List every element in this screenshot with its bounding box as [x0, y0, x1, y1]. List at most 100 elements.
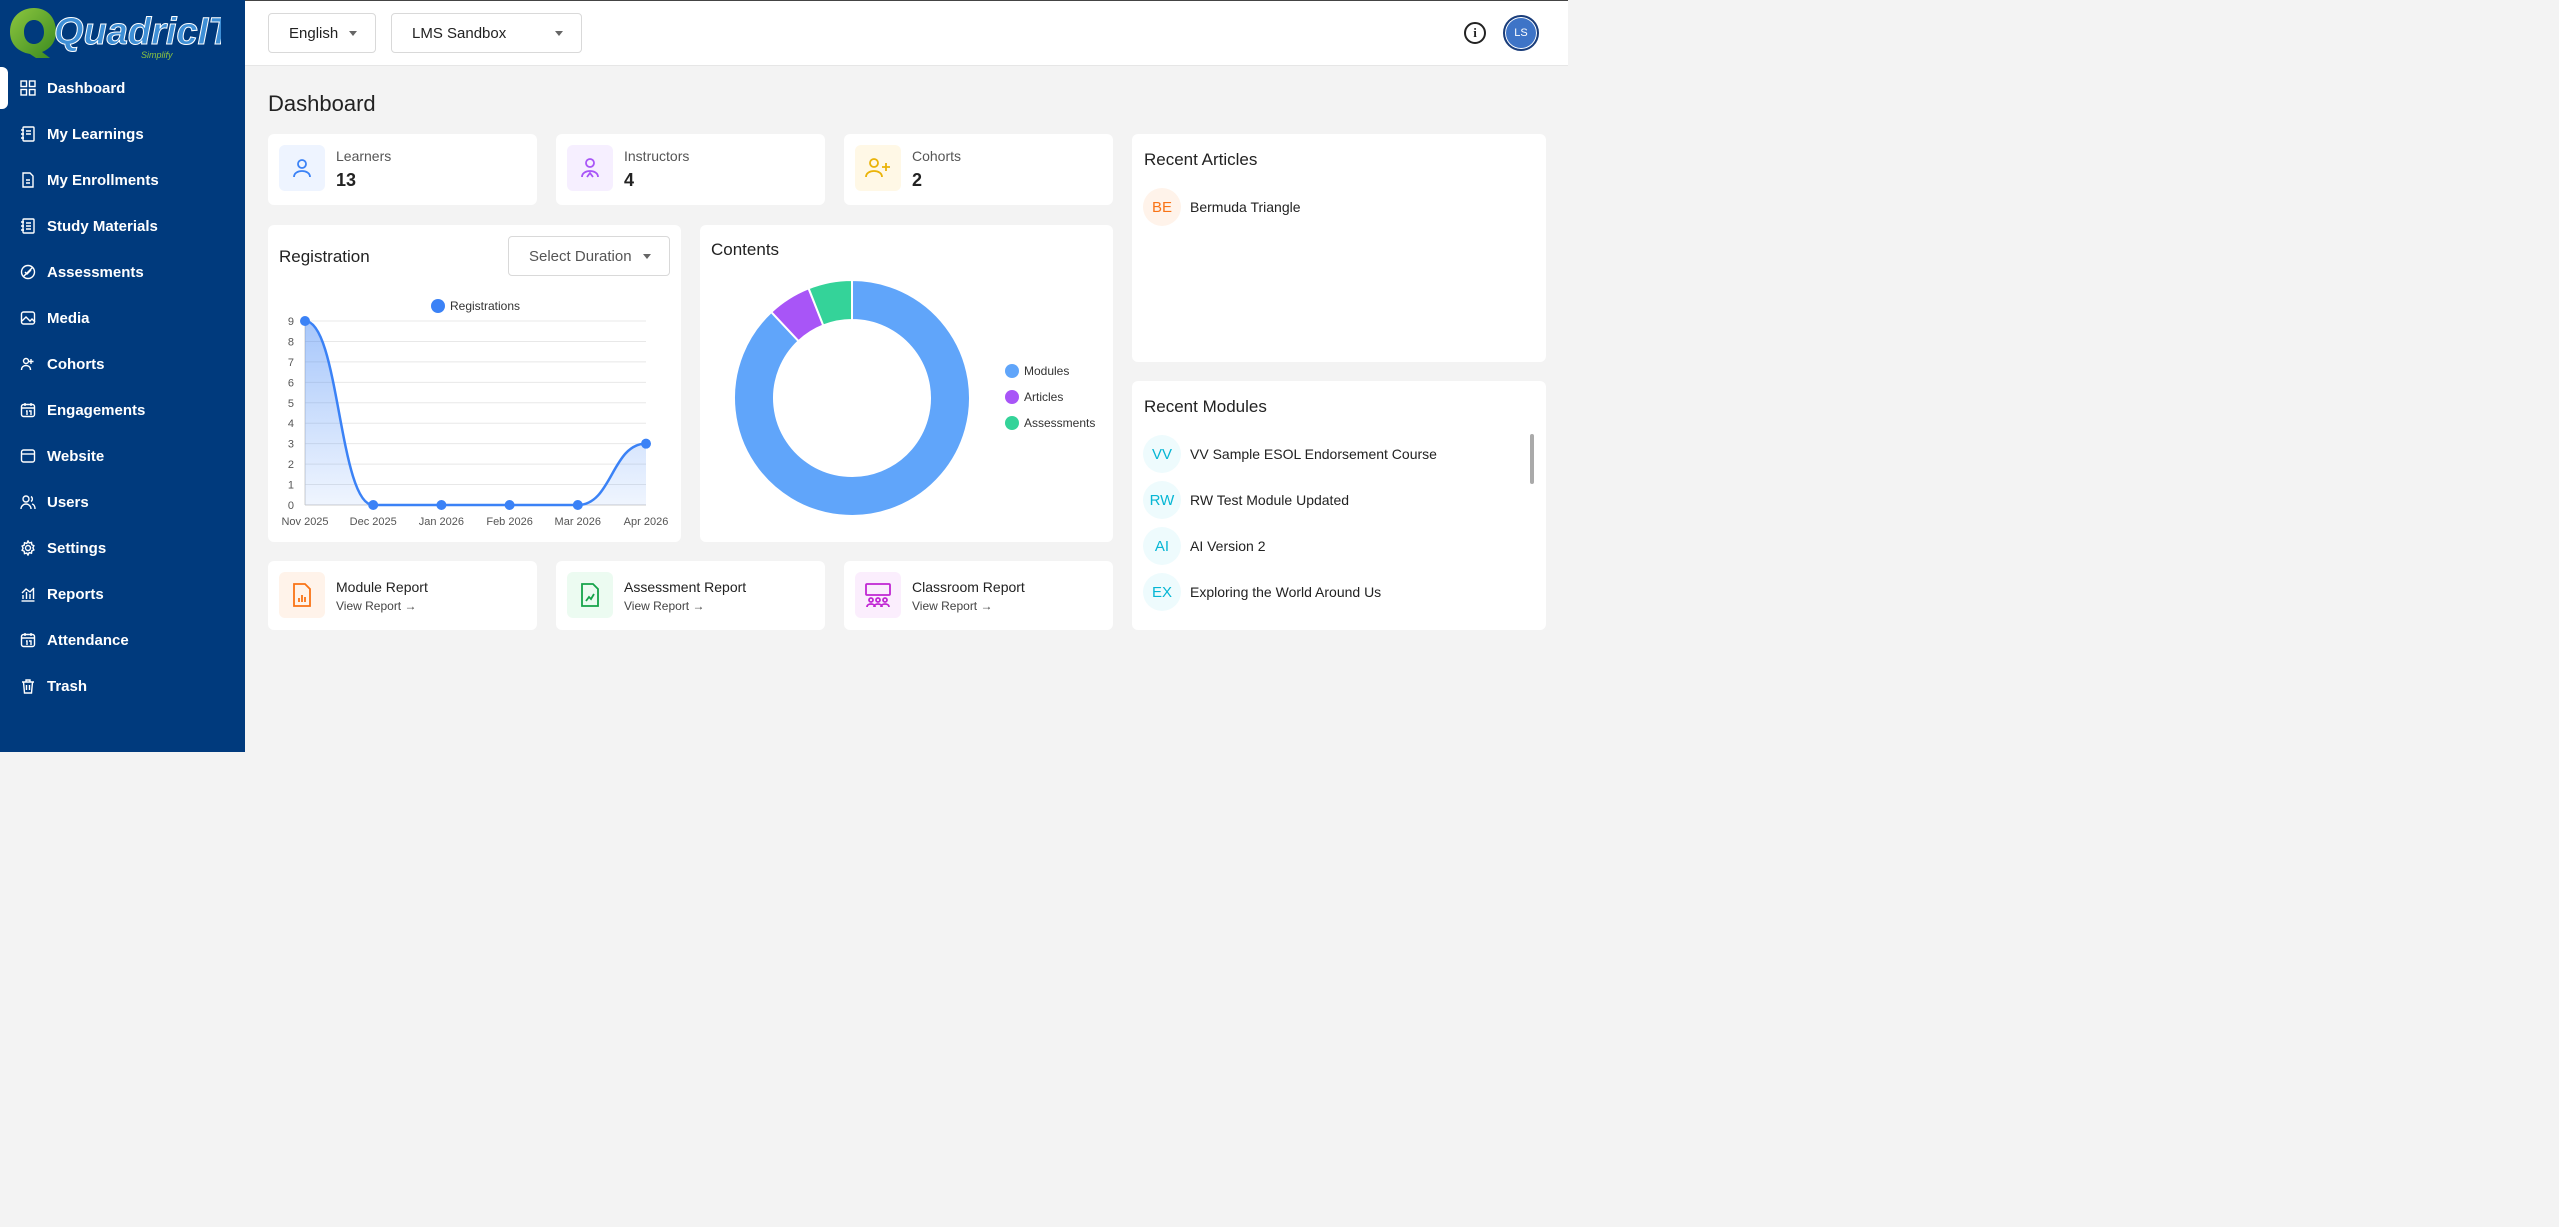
book-icon: [20, 218, 36, 234]
data-point[interactable]: [504, 500, 515, 510]
classroom-report-card[interactable]: Classroom Report View Report →: [844, 561, 1113, 630]
sidebar-item-users[interactable]: Users: [0, 479, 245, 525]
y-tick-label: 0: [288, 500, 294, 512]
duration-select[interactable]: Select Duration: [508, 236, 670, 276]
sidebar-item-attendance[interactable]: Attendance: [0, 617, 245, 663]
y-tick-label: 3: [288, 439, 294, 451]
registration-title: Registration: [279, 247, 370, 266]
sidebar-item-assessments[interactable]: Assessments: [0, 249, 245, 295]
sidebar-item-cohorts[interactable]: Cohorts: [0, 341, 245, 387]
sidebar-item-label: Settings: [47, 539, 107, 557]
people-icon: [20, 356, 36, 372]
legend-marker: [1005, 390, 1019, 404]
sidebar-item-label: Media: [47, 309, 90, 327]
view-report-link[interactable]: View Report →: [912, 599, 993, 613]
donut-slice-modules[interactable]: [733, 278, 971, 517]
sidebar-item-label: Assessments: [47, 263, 144, 281]
recent-modules-card: Recent Modules VV VV Sample ESOL Endorse…: [1132, 381, 1546, 630]
recent-articles-card: Recent Articles BE Bermuda Triangle: [1132, 134, 1546, 362]
trash-icon: [20, 678, 36, 694]
add-person-icon: [855, 145, 901, 191]
modules-scrollbar[interactable]: [1530, 434, 1534, 484]
data-point[interactable]: [436, 500, 447, 510]
stat-card-instructors: Instructors 4: [556, 134, 825, 205]
list-item[interactable]: EX Exploring the World Around Us: [1143, 572, 1381, 612]
workspace-select[interactable]: LMS Sandbox: [391, 13, 582, 53]
calendar-icon: [20, 402, 36, 418]
sidebar: QuadricIT Simplify Dashboard My Learnings…: [0, 0, 245, 752]
module-report-card[interactable]: Module Report View Report →: [268, 561, 537, 630]
sidebar-item-reports[interactable]: Reports: [0, 571, 245, 617]
sidebar-item-label: Dashboard: [47, 79, 126, 97]
donut-slice-assessments[interactable]: [807, 278, 853, 327]
report-title: Classroom Report: [912, 579, 1025, 595]
data-point[interactable]: [572, 500, 583, 510]
module-badge: RW: [1143, 481, 1181, 519]
data-point[interactable]: [300, 316, 310, 326]
sidebar-item-study-materials[interactable]: Study Materials: [0, 203, 245, 249]
legend-label: Registrations: [450, 299, 520, 313]
sidebar-item-label: Attendance: [47, 631, 129, 649]
logo-wordmark: QuadricIT: [54, 11, 221, 53]
sidebar-item-my-learnings[interactable]: My Learnings: [0, 111, 245, 157]
chart-icon: [20, 586, 36, 602]
sidebar-item-label: Reports: [47, 585, 104, 603]
stat-card-learners: Learners 13: [268, 134, 537, 205]
list-item[interactable]: VV VV Sample ESOL Endorsement Course: [1143, 434, 1437, 474]
module-title: AI Version 2: [1190, 538, 1266, 554]
data-point[interactable]: [368, 500, 379, 510]
x-tick-label: Mar 2026: [555, 516, 601, 528]
quadricit-logo[interactable]: QuadricIT Simplify: [6, 4, 221, 60]
sidebar-item-label: Cohorts: [47, 355, 105, 373]
view-report-link[interactable]: View Report →: [624, 599, 705, 613]
stat-card-cohorts: Cohorts 2: [844, 134, 1113, 205]
list-item[interactable]: RW RW Test Module Updated: [1143, 480, 1349, 520]
notebook-icon: [20, 126, 36, 142]
chevron-down-icon: [349, 31, 357, 36]
stat-value: 13: [336, 170, 357, 190]
stat-value: 2: [912, 170, 923, 190]
legend-label: Modules: [1024, 364, 1069, 378]
workspace-select-value: LMS Sandbox: [412, 24, 507, 42]
contents-card: Contents Modules Articles Assessments: [700, 225, 1113, 542]
stat-label: Cohorts: [912, 148, 962, 164]
topbar: English LMS Sandbox i LS: [245, 0, 1568, 66]
language-select[interactable]: English: [268, 13, 376, 53]
stat-value: 4: [624, 170, 635, 190]
assessment-report-card[interactable]: Assessment Report View Report →: [556, 561, 825, 630]
article-badge: BE: [1143, 188, 1181, 226]
sidebar-item-engagements[interactable]: Engagements: [0, 387, 245, 433]
registration-chart: 0 1 2 3 4 5 6 7 8 9 Nov 2025 Dec 2025 Jan 2026 Feb 20…: [281, 299, 668, 528]
info-icon[interactable]: i: [1464, 22, 1486, 44]
sidebar-item-website[interactable]: Website: [0, 433, 245, 479]
gear-icon: [20, 540, 36, 556]
y-tick-label: 6: [288, 377, 294, 389]
report-title: Assessment Report: [624, 579, 747, 595]
chevron-down-icon: [555, 31, 563, 36]
logo-tagline: Simplify: [141, 50, 173, 60]
sidebar-item-media[interactable]: Media: [0, 295, 245, 341]
view-report-link[interactable]: View Report →: [336, 599, 417, 613]
module-title: VV Sample ESOL Endorsement Course: [1190, 446, 1437, 462]
classroom-icon: [855, 572, 901, 618]
users-icon: [20, 494, 36, 510]
browser-icon: [20, 448, 36, 464]
sidebar-item-dashboard[interactable]: Dashboard: [0, 65, 245, 111]
series-area: [305, 321, 646, 505]
contents-chart: Modules Articles Assessments: [733, 278, 1095, 517]
sidebar-item-trash[interactable]: Trash: [0, 663, 245, 709]
series-line: [304, 319, 647, 507]
x-tick-label: Jan 2026: [419, 516, 464, 528]
sidebar-item-settings[interactable]: Settings: [0, 525, 245, 571]
data-point[interactable]: [641, 438, 651, 449]
recent-articles-title: Recent Articles: [1144, 150, 1258, 169]
legend-label: Articles: [1024, 390, 1063, 404]
y-tick-label: 9: [288, 316, 294, 328]
recent-modules-title: Recent Modules: [1144, 397, 1267, 416]
list-item[interactable]: BE Bermuda Triangle: [1143, 187, 1301, 227]
avatar[interactable]: LS: [1503, 15, 1539, 51]
list-item[interactable]: AI AI Version 2: [1143, 526, 1266, 566]
sidebar-item-my-enrollments[interactable]: My Enrollments: [0, 157, 245, 203]
person-icon: [279, 145, 325, 191]
module-badge: EX: [1143, 573, 1181, 611]
